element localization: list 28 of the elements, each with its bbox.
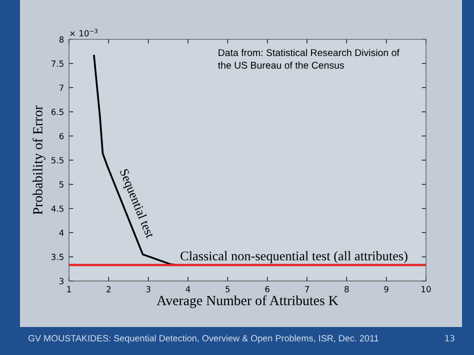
x-tick-label: 4 xyxy=(186,286,190,292)
x-tick-label: 5 xyxy=(226,286,230,292)
y-tick-label: 6 xyxy=(59,132,64,140)
x-axis-title: Average Number of Attributes K xyxy=(156,295,338,308)
y-tick-label: 7 xyxy=(60,84,64,91)
text: 13 xyxy=(445,335,454,342)
y-tick-label: 4 xyxy=(59,230,64,236)
x-tick-label: 2 xyxy=(106,286,110,292)
y-tick-label: 3.5 xyxy=(52,254,64,260)
x-tick-label: 6 xyxy=(265,286,270,292)
annotation: Data from: Statistical Research Division of the US Bureau of the Census xyxy=(218,48,400,69)
y-tick-label: 7.5 xyxy=(52,60,64,67)
text: × 10$^{−3}$ xyxy=(70,28,98,36)
ref-line-label: Classical non-sequential test (all attributes) xyxy=(180,251,408,264)
x-tick-label: 7 xyxy=(305,286,309,292)
y-tick-label: 8 xyxy=(59,36,64,43)
text: GV MOUSTAKIDES: Sequential Detection, Overview & Open Problems, ISR, Dec. 2011 xyxy=(28,334,378,344)
y-axis-title: Probability of Error xyxy=(32,105,46,215)
x-tick-label: 3 xyxy=(146,286,150,292)
y-tick-label: 4.5 xyxy=(51,206,64,212)
x-tick-label: 1 xyxy=(67,286,71,292)
y-tick-label: 6.5 xyxy=(51,108,64,116)
y-tick-label: 5 xyxy=(59,181,64,188)
y-tick-label: 5.5 xyxy=(52,157,64,164)
y-tick-label: 3 xyxy=(59,278,64,284)
x-tick-label: 10 xyxy=(422,286,431,292)
x-tick-label: 8 xyxy=(344,286,349,292)
x-tick-label: 9 xyxy=(384,286,388,292)
